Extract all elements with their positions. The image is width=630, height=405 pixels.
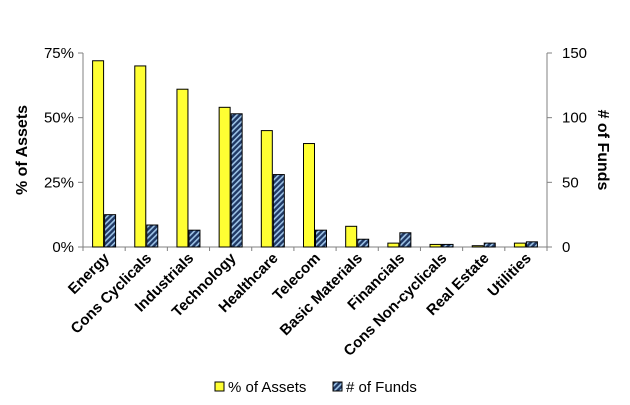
- bar-funds: [483, 242, 496, 248]
- bar-assets: [176, 88, 189, 248]
- legend: % of Assets # of Funds: [214, 379, 417, 396]
- bar-assets: [429, 243, 442, 248]
- bar-funds: [230, 113, 243, 248]
- left-tick-label: 0%: [52, 239, 74, 256]
- right-tick-label: 100: [562, 110, 587, 127]
- right-tick-label: 50: [562, 174, 579, 191]
- left-axis-ticks: 0% 25% 50% 75%: [44, 45, 83, 256]
- bar-funds: [315, 229, 327, 248]
- bar-funds: [188, 229, 201, 248]
- left-tick-label: 75%: [44, 45, 74, 62]
- bar-funds: [272, 174, 285, 248]
- bar-funds: [399, 232, 412, 248]
- legend-label-funds: # of Funds: [346, 379, 417, 396]
- right-tick-label: 150: [562, 45, 587, 62]
- bars: [82, 60, 548, 251]
- legend-swatch-assets: [214, 381, 225, 392]
- right-axis-ticks: 0 50 100 150: [547, 45, 587, 256]
- bar-funds: [525, 241, 538, 248]
- legend-swatch-funds: [332, 381, 343, 392]
- bar-assets: [471, 245, 484, 248]
- bar-assets: [387, 242, 400, 248]
- bar-assets: [513, 242, 526, 248]
- bar-funds: [146, 224, 159, 248]
- bar-assets: [134, 65, 147, 248]
- bar-funds: [441, 243, 454, 248]
- bar-assets: [345, 225, 358, 248]
- bar-assets: [303, 143, 315, 248]
- left-tick-label: 50%: [44, 110, 74, 127]
- bar-funds: [357, 238, 370, 248]
- right-tick-label: 0: [562, 239, 570, 256]
- category-label: Utilities: [484, 250, 534, 300]
- left-axis-title: % of Assets: [14, 105, 31, 195]
- right-axis-title: # of Funds: [594, 110, 611, 191]
- left-tick-label: 25%: [44, 174, 74, 191]
- bar-assets: [260, 130, 273, 248]
- bar-assets: [218, 106, 231, 248]
- bar-assets: [92, 60, 105, 248]
- bar-funds: [104, 214, 117, 248]
- legend-label-assets: % of Assets: [228, 379, 306, 396]
